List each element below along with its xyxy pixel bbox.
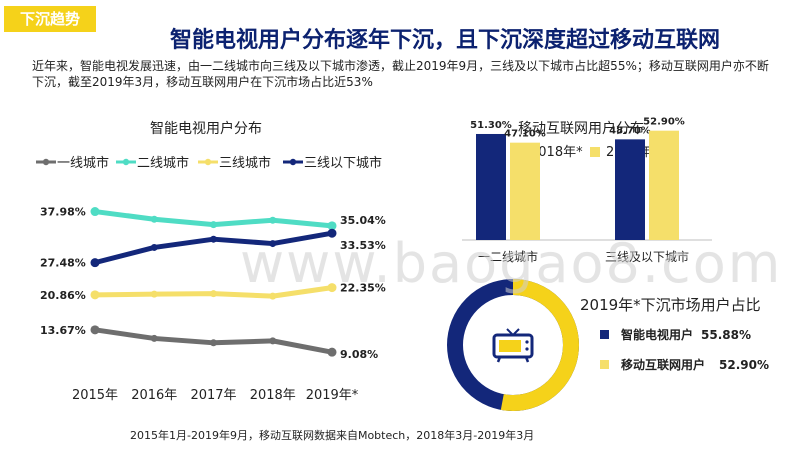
line-point-tier2-3 xyxy=(269,216,277,224)
line-legend-swatch-tier3 xyxy=(198,158,218,166)
line-x-tick-3: 2018年 xyxy=(250,388,296,403)
line-point-tier2-0 xyxy=(90,207,100,217)
donut-legend-swatch-mobile xyxy=(600,360,609,369)
line-start-label-tier3below: 27.48% xyxy=(40,257,86,270)
line-series-tier1: 13.67% 9.08% xyxy=(40,324,378,361)
source-note: 2015年1月-2019年9月，移动互联网数据来自Mobtech，2018年3月… xyxy=(130,429,535,442)
line-legend-tier1: 一线城市 xyxy=(35,152,109,171)
line-path-tier1 xyxy=(94,327,333,355)
bar-0-0 xyxy=(476,133,506,240)
line-x-tick-1: 2016年 xyxy=(131,388,177,403)
donut-legend-swatch-tv xyxy=(600,330,609,339)
donut-legend-item-tv: 智能电视用户 55.88% xyxy=(600,326,751,343)
donut-chart xyxy=(447,279,579,411)
donut-legend-label-mobile: 移动互联网用户 xyxy=(621,358,706,372)
line-point-tier1-2 xyxy=(210,339,217,347)
line-point-tier2-2 xyxy=(210,221,217,229)
line-point-tier3below-0 xyxy=(90,258,100,268)
tv-icon xyxy=(492,328,534,363)
line-path-tier2 xyxy=(94,209,333,229)
line-point-tier3-0 xyxy=(90,290,100,300)
section-tag: 下沉趋势 xyxy=(4,6,96,32)
watermark: www.baogao8.com xyxy=(240,232,783,295)
line-x-tick-4: 2019年* xyxy=(306,388,359,403)
line-start-label-tier2: 37.98% xyxy=(40,206,86,219)
line-point-tier1-4 xyxy=(327,347,337,357)
line-legend-swatch-tier1 xyxy=(36,158,56,166)
bar-chart-title: 移动互联网用户分布 xyxy=(518,121,644,137)
donut-chart-title: 2019年*下沉市场用户占比 xyxy=(580,296,761,314)
line-legend-tier2: 二线城市 xyxy=(115,152,189,171)
bar-value-label-1-1: 52.90% xyxy=(643,117,685,128)
line-legend-tier3: 三线城市 xyxy=(197,152,271,171)
line-legend-swatch-tier3below xyxy=(283,158,303,166)
donut-arc xyxy=(447,279,579,411)
line-chart-title: 智能电视用户分布 xyxy=(150,121,262,137)
page-title: 智能电视用户分布逐年下沉，且下沉深度超过移动互联网 xyxy=(169,28,720,53)
line-series-tier2: 37.98% 35.04% xyxy=(40,206,386,231)
line-point-tier3-2 xyxy=(210,290,217,298)
line-point-tier3below-1 xyxy=(150,243,158,251)
page-subtitle: 近年来，智能电视发展迅速，由一二线城市向三线及以下城市渗透，截止2019年9月，… xyxy=(32,59,769,89)
donut-legend-value-mobile: 52.90% xyxy=(719,358,769,372)
bar-legend-1: 2019年* xyxy=(590,141,659,160)
bar-legend-swatch-1 xyxy=(590,147,600,157)
line-legend-tier3below: 三线以下城市 xyxy=(282,152,382,171)
line-point-tier2-1 xyxy=(150,215,158,223)
donut-track xyxy=(447,279,579,411)
line-x-tick-2: 2017年 xyxy=(190,388,236,403)
line-legend-label-tier2: 二线城市 xyxy=(137,156,190,171)
line-start-label-tier3: 20.86% xyxy=(40,289,86,302)
line-point-tier1-3 xyxy=(269,337,277,345)
line-point-tier3below-2 xyxy=(210,235,217,243)
donut-legend-label-tv: 智能电视用户 xyxy=(621,328,694,342)
bar-legend-swatch-0 xyxy=(514,147,524,157)
line-end-label-tier2: 35.04% xyxy=(340,214,386,227)
line-legend-label-tier3: 三线城市 xyxy=(219,156,272,171)
line-point-tier1-1 xyxy=(150,334,158,342)
line-end-label-tier1: 9.08% xyxy=(340,348,378,361)
line-point-tier1-0 xyxy=(90,325,100,335)
line-legend-label-tier1: 一线城市 xyxy=(57,156,110,171)
bar-legend-label-1: 2019年* xyxy=(606,145,659,160)
line-legend-swatch-tier2 xyxy=(116,158,136,166)
bar-legend-0: 2018年* xyxy=(514,141,583,160)
line-point-tier2-4 xyxy=(327,221,337,231)
line-x-tick-0: 2015年 xyxy=(72,388,118,403)
donut-legend-item-mobile: 移动互联网用户 52.90% xyxy=(600,356,769,373)
bar-legend-label-0: 2018年* xyxy=(530,145,583,160)
donut-legend-value-tv: 55.88% xyxy=(701,328,751,342)
bar-value-label-0-0: 51.30% xyxy=(470,120,512,131)
line-point-tier3-1 xyxy=(150,290,158,298)
line-legend-label-tier3below: 三线以下城市 xyxy=(304,156,383,171)
line-start-label-tier1: 13.67% xyxy=(40,324,86,337)
